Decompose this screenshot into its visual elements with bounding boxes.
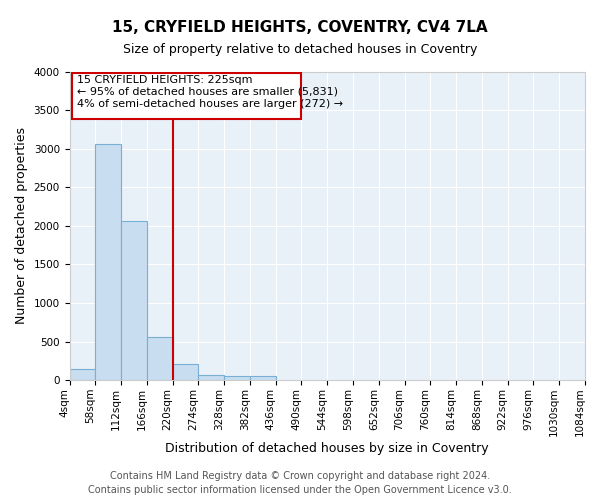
Text: Contains HM Land Registry data © Crown copyright and database right 2024.
Contai: Contains HM Land Registry data © Crown c… (88, 471, 512, 495)
Bar (72, 73, 301, 120)
Text: 15 CRYFIELD HEIGHTS: 225sqm
← 95% of detached houses are smaller (5,831)
4% of s: 15 CRYFIELD HEIGHTS: 225sqm ← 95% of det… (77, 76, 343, 108)
Text: 15, CRYFIELD HEIGHTS, COVENTRY, CV4 7LA: 15, CRYFIELD HEIGHTS, COVENTRY, CV4 7LA (112, 20, 488, 35)
Bar (147, 337, 173, 380)
Bar (173, 364, 199, 380)
Bar (121, 221, 147, 380)
Bar (95, 144, 121, 380)
Bar (250, 376, 276, 380)
X-axis label: Distribution of detached houses by size in Coventry: Distribution of detached houses by size … (166, 442, 489, 455)
Y-axis label: Number of detached properties: Number of detached properties (15, 128, 28, 324)
Text: Size of property relative to detached houses in Coventry: Size of property relative to detached ho… (123, 42, 477, 56)
Bar (199, 375, 224, 380)
Bar (224, 376, 250, 380)
Bar (70, 368, 95, 380)
